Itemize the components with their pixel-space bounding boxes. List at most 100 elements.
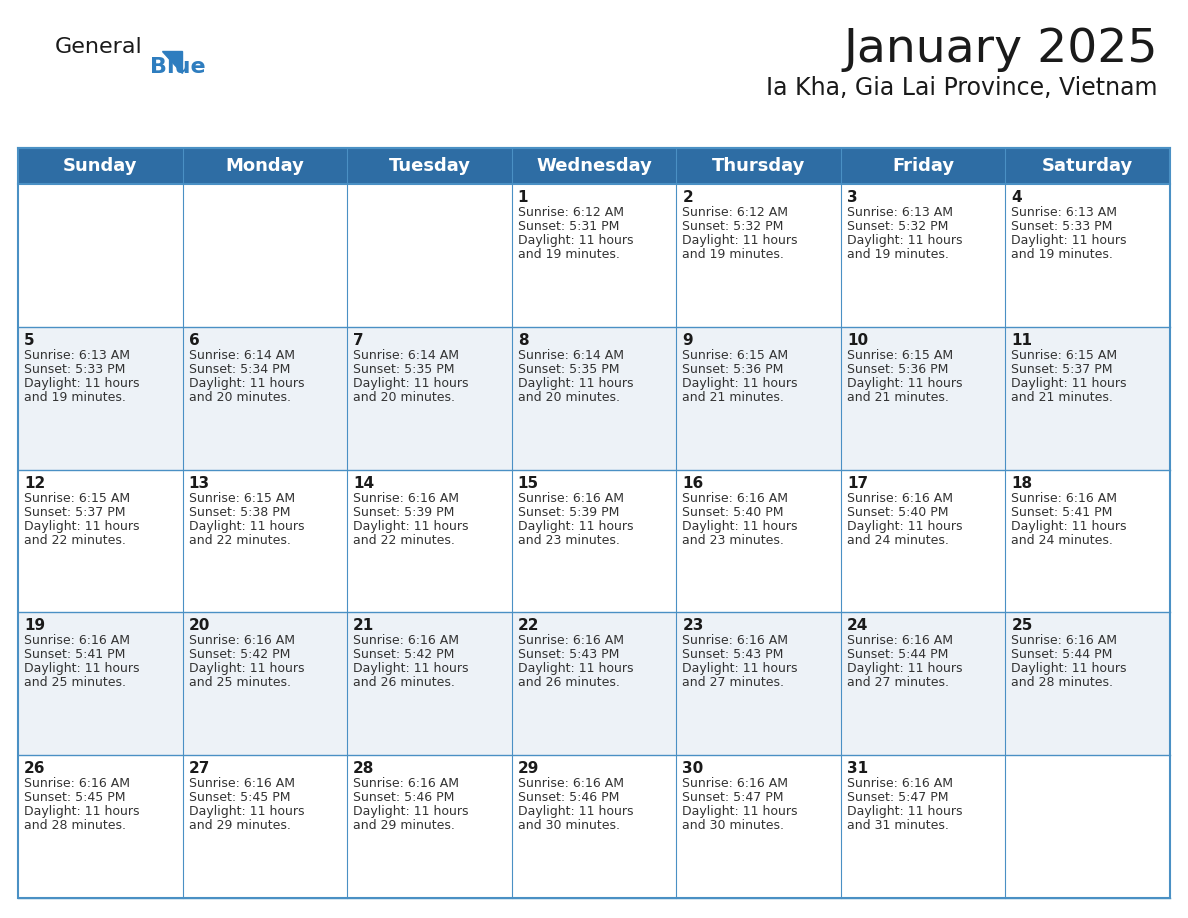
Text: and 30 minutes.: and 30 minutes. xyxy=(518,819,620,833)
Text: Daylight: 11 hours: Daylight: 11 hours xyxy=(682,663,798,676)
Text: Sunset: 5:47 PM: Sunset: 5:47 PM xyxy=(847,791,948,804)
Text: 21: 21 xyxy=(353,619,374,633)
Text: and 21 minutes.: and 21 minutes. xyxy=(847,391,949,404)
Text: Daylight: 11 hours: Daylight: 11 hours xyxy=(353,805,468,818)
Text: Sunrise: 6:14 AM: Sunrise: 6:14 AM xyxy=(353,349,459,362)
Text: 9: 9 xyxy=(682,333,693,348)
Text: Daylight: 11 hours: Daylight: 11 hours xyxy=(353,376,468,390)
Text: Sunrise: 6:14 AM: Sunrise: 6:14 AM xyxy=(189,349,295,362)
Text: and 28 minutes.: and 28 minutes. xyxy=(24,819,126,833)
Text: Daylight: 11 hours: Daylight: 11 hours xyxy=(518,234,633,247)
Text: Daylight: 11 hours: Daylight: 11 hours xyxy=(189,805,304,818)
Text: Saturday: Saturday xyxy=(1042,157,1133,175)
Text: and 31 minutes.: and 31 minutes. xyxy=(847,819,949,833)
Text: Daylight: 11 hours: Daylight: 11 hours xyxy=(1011,520,1127,532)
Bar xyxy=(18,470,1170,612)
Text: Sunrise: 6:15 AM: Sunrise: 6:15 AM xyxy=(847,349,953,362)
Text: Sunset: 5:31 PM: Sunset: 5:31 PM xyxy=(518,220,619,233)
Text: Sunset: 5:40 PM: Sunset: 5:40 PM xyxy=(682,506,784,519)
Text: Sunrise: 6:16 AM: Sunrise: 6:16 AM xyxy=(847,778,953,790)
Text: Sunrise: 6:16 AM: Sunrise: 6:16 AM xyxy=(847,634,953,647)
Text: Sunrise: 6:13 AM: Sunrise: 6:13 AM xyxy=(1011,206,1118,219)
Text: and 30 minutes.: and 30 minutes. xyxy=(682,819,784,833)
Text: Sunrise: 6:15 AM: Sunrise: 6:15 AM xyxy=(682,349,789,362)
Text: and 23 minutes.: and 23 minutes. xyxy=(518,533,620,546)
Text: Daylight: 11 hours: Daylight: 11 hours xyxy=(847,376,962,390)
Bar xyxy=(18,756,1170,898)
Text: Daylight: 11 hours: Daylight: 11 hours xyxy=(518,376,633,390)
Text: and 25 minutes.: and 25 minutes. xyxy=(189,677,291,689)
Text: Sunrise: 6:16 AM: Sunrise: 6:16 AM xyxy=(24,634,129,647)
Text: Daylight: 11 hours: Daylight: 11 hours xyxy=(353,520,468,532)
Text: Sunset: 5:36 PM: Sunset: 5:36 PM xyxy=(682,363,784,375)
Text: 20: 20 xyxy=(189,619,210,633)
Text: Sunrise: 6:12 AM: Sunrise: 6:12 AM xyxy=(518,206,624,219)
Text: 6: 6 xyxy=(189,333,200,348)
Text: Sunset: 5:33 PM: Sunset: 5:33 PM xyxy=(1011,220,1113,233)
Text: Sunset: 5:45 PM: Sunset: 5:45 PM xyxy=(24,791,126,804)
Text: Daylight: 11 hours: Daylight: 11 hours xyxy=(24,805,139,818)
Text: Daylight: 11 hours: Daylight: 11 hours xyxy=(518,520,633,532)
Text: Sunset: 5:46 PM: Sunset: 5:46 PM xyxy=(518,791,619,804)
Text: Sunset: 5:39 PM: Sunset: 5:39 PM xyxy=(353,506,455,519)
Bar xyxy=(18,612,1170,756)
Text: Daylight: 11 hours: Daylight: 11 hours xyxy=(682,234,798,247)
Text: Sunset: 5:36 PM: Sunset: 5:36 PM xyxy=(847,363,948,375)
Text: Sunrise: 6:16 AM: Sunrise: 6:16 AM xyxy=(847,492,953,505)
Text: Sunrise: 6:15 AM: Sunrise: 6:15 AM xyxy=(1011,349,1118,362)
Text: Daylight: 11 hours: Daylight: 11 hours xyxy=(24,520,139,532)
Text: 28: 28 xyxy=(353,761,374,777)
Text: Sunrise: 6:13 AM: Sunrise: 6:13 AM xyxy=(24,349,129,362)
Text: Daylight: 11 hours: Daylight: 11 hours xyxy=(847,663,962,676)
Text: Sunset: 5:43 PM: Sunset: 5:43 PM xyxy=(518,648,619,661)
Text: 22: 22 xyxy=(518,619,539,633)
Text: and 19 minutes.: and 19 minutes. xyxy=(518,248,620,261)
Text: and 25 minutes.: and 25 minutes. xyxy=(24,677,126,689)
Text: General: General xyxy=(55,37,143,57)
Text: Sunset: 5:32 PM: Sunset: 5:32 PM xyxy=(682,220,784,233)
Text: 5: 5 xyxy=(24,333,34,348)
Text: Sunrise: 6:12 AM: Sunrise: 6:12 AM xyxy=(682,206,789,219)
Text: 29: 29 xyxy=(518,761,539,777)
Text: and 24 minutes.: and 24 minutes. xyxy=(1011,533,1113,546)
Text: Wednesday: Wednesday xyxy=(536,157,652,175)
Text: and 20 minutes.: and 20 minutes. xyxy=(189,391,291,404)
Text: Sunrise: 6:14 AM: Sunrise: 6:14 AM xyxy=(518,349,624,362)
Text: and 21 minutes.: and 21 minutes. xyxy=(1011,391,1113,404)
Text: Friday: Friday xyxy=(892,157,954,175)
Text: 27: 27 xyxy=(189,761,210,777)
Text: Daylight: 11 hours: Daylight: 11 hours xyxy=(682,376,798,390)
Text: 11: 11 xyxy=(1011,333,1032,348)
Text: 23: 23 xyxy=(682,619,703,633)
Text: 12: 12 xyxy=(24,476,45,490)
Text: Sunset: 5:38 PM: Sunset: 5:38 PM xyxy=(189,506,290,519)
Text: Sunrise: 6:16 AM: Sunrise: 6:16 AM xyxy=(682,634,789,647)
Text: 30: 30 xyxy=(682,761,703,777)
Text: and 21 minutes.: and 21 minutes. xyxy=(682,391,784,404)
Text: 1: 1 xyxy=(518,190,529,205)
Bar xyxy=(18,148,1170,898)
Text: and 29 minutes.: and 29 minutes. xyxy=(189,819,290,833)
Bar xyxy=(18,327,1170,470)
Text: and 19 minutes.: and 19 minutes. xyxy=(24,391,126,404)
Text: Sunset: 5:46 PM: Sunset: 5:46 PM xyxy=(353,791,455,804)
Text: and 23 minutes.: and 23 minutes. xyxy=(682,533,784,546)
Bar xyxy=(18,184,1170,327)
Text: Sunrise: 6:16 AM: Sunrise: 6:16 AM xyxy=(518,492,624,505)
Text: 19: 19 xyxy=(24,619,45,633)
Text: Sunrise: 6:16 AM: Sunrise: 6:16 AM xyxy=(24,778,129,790)
Text: January 2025: January 2025 xyxy=(843,28,1158,73)
Text: Sunset: 5:35 PM: Sunset: 5:35 PM xyxy=(353,363,455,375)
Text: and 26 minutes.: and 26 minutes. xyxy=(518,677,620,689)
Text: 4: 4 xyxy=(1011,190,1022,205)
Text: Sunrise: 6:15 AM: Sunrise: 6:15 AM xyxy=(24,492,131,505)
Text: Sunset: 5:41 PM: Sunset: 5:41 PM xyxy=(24,648,126,661)
Text: Monday: Monday xyxy=(226,157,304,175)
Text: and 19 minutes.: and 19 minutes. xyxy=(682,248,784,261)
Text: Daylight: 11 hours: Daylight: 11 hours xyxy=(518,663,633,676)
Text: Daylight: 11 hours: Daylight: 11 hours xyxy=(24,376,139,390)
Text: Sunset: 5:37 PM: Sunset: 5:37 PM xyxy=(24,506,126,519)
Text: Sunrise: 6:16 AM: Sunrise: 6:16 AM xyxy=(682,492,789,505)
Text: 3: 3 xyxy=(847,190,858,205)
Text: Daylight: 11 hours: Daylight: 11 hours xyxy=(189,663,304,676)
